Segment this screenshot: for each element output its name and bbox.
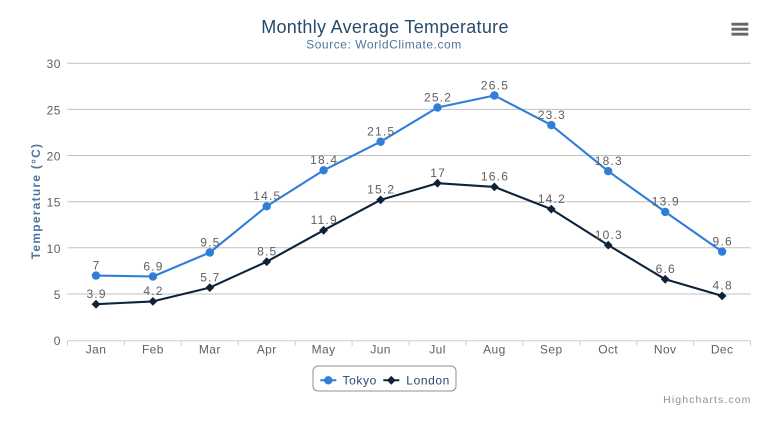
svg-text:11.9: 11.9 bbox=[311, 213, 338, 227]
svg-text:13.9: 13.9 bbox=[652, 195, 680, 209]
svg-text:30: 30 bbox=[47, 57, 61, 71]
svg-text:Mar: Mar bbox=[199, 343, 221, 357]
svg-text:25: 25 bbox=[47, 103, 61, 117]
svg-text:15: 15 bbox=[47, 196, 61, 210]
svg-text:10.3: 10.3 bbox=[595, 228, 623, 242]
svg-text:London: London bbox=[406, 373, 450, 387]
svg-text:6.9: 6.9 bbox=[143, 259, 163, 273]
svg-text:Dec: Dec bbox=[711, 343, 734, 357]
svg-text:Tokyo: Tokyo bbox=[343, 373, 377, 387]
svg-text:Apr: Apr bbox=[257, 343, 277, 357]
svg-text:Highcharts.com: Highcharts.com bbox=[663, 394, 751, 406]
svg-text:Source: WorldClimate.com: Source: WorldClimate.com bbox=[306, 38, 462, 52]
svg-text:10: 10 bbox=[47, 242, 61, 256]
svg-text:4.2: 4.2 bbox=[143, 284, 163, 298]
svg-text:5: 5 bbox=[54, 288, 61, 302]
svg-text:0: 0 bbox=[54, 334, 61, 348]
svg-text:25.2: 25.2 bbox=[424, 90, 452, 104]
svg-text:May: May bbox=[312, 343, 336, 357]
svg-text:Jul: Jul bbox=[429, 343, 446, 357]
svg-text:15.2: 15.2 bbox=[367, 183, 395, 197]
svg-text:9.5: 9.5 bbox=[200, 235, 220, 249]
svg-text:Temperature (°C): Temperature (°C) bbox=[29, 143, 43, 260]
svg-text:20: 20 bbox=[47, 150, 61, 164]
svg-text:Monthly Average Temperature: Monthly Average Temperature bbox=[261, 17, 509, 37]
svg-text:Aug: Aug bbox=[483, 343, 506, 357]
svg-text:5.7: 5.7 bbox=[200, 270, 220, 284]
svg-text:Jun: Jun bbox=[370, 343, 391, 357]
svg-text:18.3: 18.3 bbox=[595, 154, 623, 168]
svg-text:7: 7 bbox=[93, 258, 101, 272]
svg-text:21.5: 21.5 bbox=[367, 125, 395, 139]
svg-text:26.5: 26.5 bbox=[481, 78, 509, 92]
svg-text:14.2: 14.2 bbox=[538, 192, 566, 206]
svg-text:23.3: 23.3 bbox=[538, 108, 566, 122]
svg-text:9.6: 9.6 bbox=[713, 234, 733, 248]
svg-text:14.5: 14.5 bbox=[253, 189, 281, 203]
svg-text:16.6: 16.6 bbox=[481, 170, 509, 184]
svg-text:4.8: 4.8 bbox=[713, 279, 733, 293]
svg-text:Sep: Sep bbox=[540, 343, 563, 357]
svg-text:18.4: 18.4 bbox=[310, 153, 338, 167]
svg-text:Nov: Nov bbox=[654, 343, 677, 357]
svg-text:8.5: 8.5 bbox=[257, 245, 277, 259]
svg-text:6.6: 6.6 bbox=[656, 262, 676, 276]
svg-text:3.9: 3.9 bbox=[86, 287, 106, 301]
svg-text:17: 17 bbox=[430, 166, 446, 180]
svg-text:Feb: Feb bbox=[142, 343, 164, 357]
svg-text:Jan: Jan bbox=[86, 343, 107, 357]
svg-text:Oct: Oct bbox=[598, 343, 618, 357]
